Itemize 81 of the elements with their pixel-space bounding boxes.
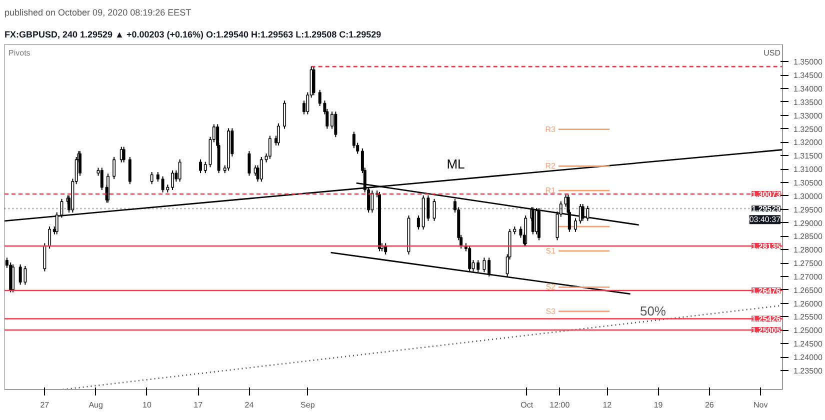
x-tick-label: 17 (194, 400, 204, 410)
candlestick (318, 89, 322, 106)
annotation: 03:40:37 (749, 215, 782, 224)
y-tick-label: 1.32500 (794, 124, 823, 134)
y-tick-label: 1.31500 (794, 152, 823, 161)
y-tick-label: 1.24500 (794, 340, 823, 349)
candlestick (416, 215, 420, 230)
candlestick (260, 156, 263, 182)
x-tick-label: 24 (244, 400, 254, 410)
x-tick-label: 10 (142, 400, 152, 410)
series-label: R2 (545, 162, 556, 171)
y-tick-label: 1.27500 (794, 259, 823, 268)
x-tick-label: 12:00 (550, 400, 570, 410)
y-tick-label: 1.35000 (794, 58, 823, 67)
y-tick-label: 1.26500 (794, 286, 823, 295)
x-tick-label: 19 (654, 400, 664, 410)
ref-line-label: 1.25426 (752, 314, 782, 324)
y-tick-label: 1.33500 (794, 98, 823, 107)
y-tick-label: 1.34500 (794, 71, 823, 80)
candlestick (150, 172, 154, 185)
y-tick-label: 1.34000 (794, 84, 823, 94)
y-tick-label: 1.24000 (794, 353, 823, 362)
x-tick-label: Nov (753, 400, 768, 410)
candlestick (204, 161, 207, 174)
y-tick-label: 1.29000 (794, 218, 823, 228)
candlestick (476, 260, 480, 273)
series-label: S1 (546, 246, 556, 256)
candlestick (171, 170, 174, 191)
y-tick-label: 1.23500 (794, 366, 823, 376)
y-tick-label: 1.25500 (794, 312, 823, 322)
y-tick-label: 1.30000 (794, 192, 823, 201)
candlestick (128, 156, 132, 185)
ref-line-label: 1.25005 (752, 326, 782, 336)
chart-subtitle: published on October 09, 2020 08:19:26 EEST (4, 8, 192, 18)
ref-line-label: 1.29529 (752, 204, 782, 214)
y-tick-label: 1.26000 (794, 299, 823, 308)
series-label: 50% (640, 304, 666, 319)
candlestick (488, 257, 491, 277)
candlestick (432, 198, 436, 222)
series-label: R1 (545, 186, 556, 196)
y-tick-label: 1.32000 (794, 138, 823, 148)
y-tick-label: 1.33000 (794, 111, 823, 120)
ref-line-label: 1.30073 (752, 190, 782, 199)
candlestick (268, 135, 272, 160)
x-tick-label: 27 (40, 400, 50, 410)
series-label: ML (446, 156, 465, 172)
ref-line-label: 1.28135 (752, 242, 782, 251)
x-tick-label: 12 (602, 400, 612, 410)
candlestick (60, 198, 64, 218)
chart-title: FX:GBPUSD, 240 1.29529 ▲ +0.00203 (+0.16%) O:1.29540 H:1.29563 L:1.29508 C:1.29529 (4, 30, 382, 40)
candlestick (283, 100, 286, 130)
x-tick-label: Aug (88, 400, 103, 410)
candlestick (334, 111, 338, 138)
candlestick (482, 257, 486, 273)
candlestick (122, 146, 126, 163)
annotation: USD (764, 48, 781, 58)
y-tick-label: 1.30500 (794, 178, 823, 188)
y-tick-label: 1.29500 (794, 205, 823, 214)
y-tick-label: 1.25000 (794, 326, 823, 336)
x-tick-label: 26 (705, 400, 714, 410)
candlestick (48, 226, 52, 250)
candlestick (276, 122, 280, 146)
series-label: S3 (546, 306, 556, 316)
x-tick-label: Oct (520, 400, 534, 410)
candlestick (178, 158, 182, 182)
series-label: R3 (545, 124, 556, 134)
candlestick (43, 242, 46, 272)
y-tick-label: 1.27000 (794, 272, 823, 282)
y-tick-label: 1.28500 (794, 232, 823, 242)
candlestick (370, 190, 374, 214)
candlestick (156, 172, 160, 182)
candlestick (248, 150, 251, 176)
candlestick (100, 167, 104, 191)
candlestick (199, 158, 202, 174)
annotation: Pivots (8, 48, 30, 58)
y-tick-label: 1.31000 (794, 165, 823, 174)
candlestick (112, 156, 116, 180)
ref-line-label: 1.26476 (752, 286, 782, 296)
series-label: S2 (546, 282, 556, 292)
x-tick-label: Sep (300, 400, 316, 410)
y-tick-label: 1.28000 (794, 246, 823, 255)
